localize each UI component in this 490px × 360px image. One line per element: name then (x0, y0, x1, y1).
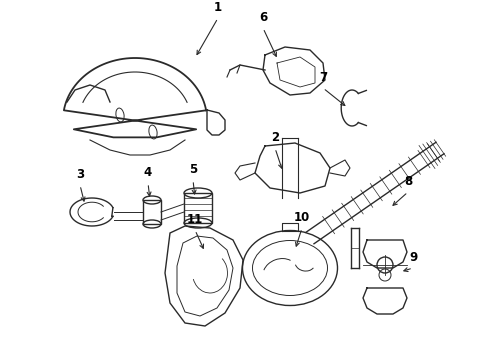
Text: 6: 6 (259, 11, 267, 24)
Text: 11: 11 (187, 213, 203, 226)
Text: 9: 9 (409, 251, 417, 264)
Text: 10: 10 (294, 211, 310, 224)
Text: 8: 8 (404, 175, 412, 188)
Bar (184, 193, 212, 223)
Text: 5: 5 (189, 163, 197, 176)
Text: 7: 7 (319, 71, 327, 84)
Text: 1: 1 (214, 1, 222, 14)
Bar (143, 200, 161, 224)
Text: 2: 2 (271, 131, 279, 144)
Text: 4: 4 (144, 166, 152, 179)
Text: 3: 3 (76, 168, 84, 181)
